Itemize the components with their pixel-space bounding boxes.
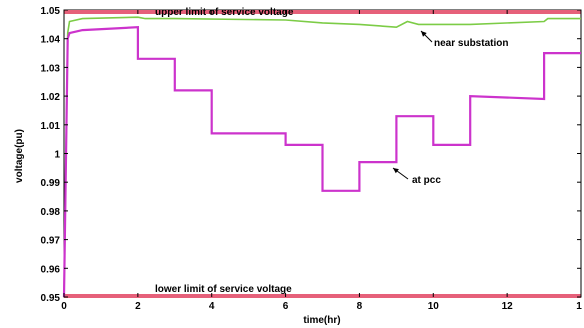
- upper-limit-label: upper limit of service voltage: [155, 7, 294, 18]
- y-tick-label: 0.99: [41, 178, 61, 189]
- x-tick-label: 10: [428, 301, 440, 312]
- y-tick-label: 0.96: [41, 264, 61, 275]
- lower-limit-label: lower limit of service voltage: [155, 284, 292, 295]
- at-pcc-label: at pcc: [412, 175, 441, 186]
- x-tick-label: 8: [357, 301, 363, 312]
- plot-area: [62, 9, 582, 298]
- y-tick-label: 0.98: [41, 207, 61, 218]
- x-tick-label: 2: [135, 301, 141, 312]
- x-tick-label: 6: [283, 301, 289, 312]
- y-tick-label: 1.05: [41, 6, 61, 17]
- y-axis-label: voltage(pu): [14, 129, 25, 183]
- x-axis-label: time(hr): [303, 315, 340, 326]
- y-axis: 0.95 0.96 0.97 0.98 0.99 1 1.01 1.02 1.03 1.04 1.0…: [41, 6, 581, 304]
- x-tick-label: 4: [209, 301, 215, 312]
- near-substation-arrow: [420, 30, 433, 43]
- near-substation-label: near substation: [434, 38, 508, 49]
- x-axis: 0 2 4 6 8 10 12 1: [61, 10, 582, 312]
- x-tick-label: 12: [502, 301, 514, 312]
- series-near-substation: [63, 16, 581, 298]
- y-tick-label: 1.04: [41, 35, 61, 46]
- x-tick-label: 0: [61, 301, 67, 312]
- y-tick-label: 0.97: [41, 236, 61, 247]
- y-tick-label: 1.02: [41, 92, 61, 103]
- series-at-pcc: [62, 26, 581, 298]
- at-pcc-arrow: [392, 167, 409, 180]
- y-tick-label: 1: [54, 150, 60, 161]
- y-tick-label: 0.95: [41, 293, 61, 304]
- x-tick-label: 1: [576, 301, 582, 312]
- y-tick-label: 1.03: [41, 63, 61, 74]
- y-tick-label: 1.01: [41, 121, 61, 132]
